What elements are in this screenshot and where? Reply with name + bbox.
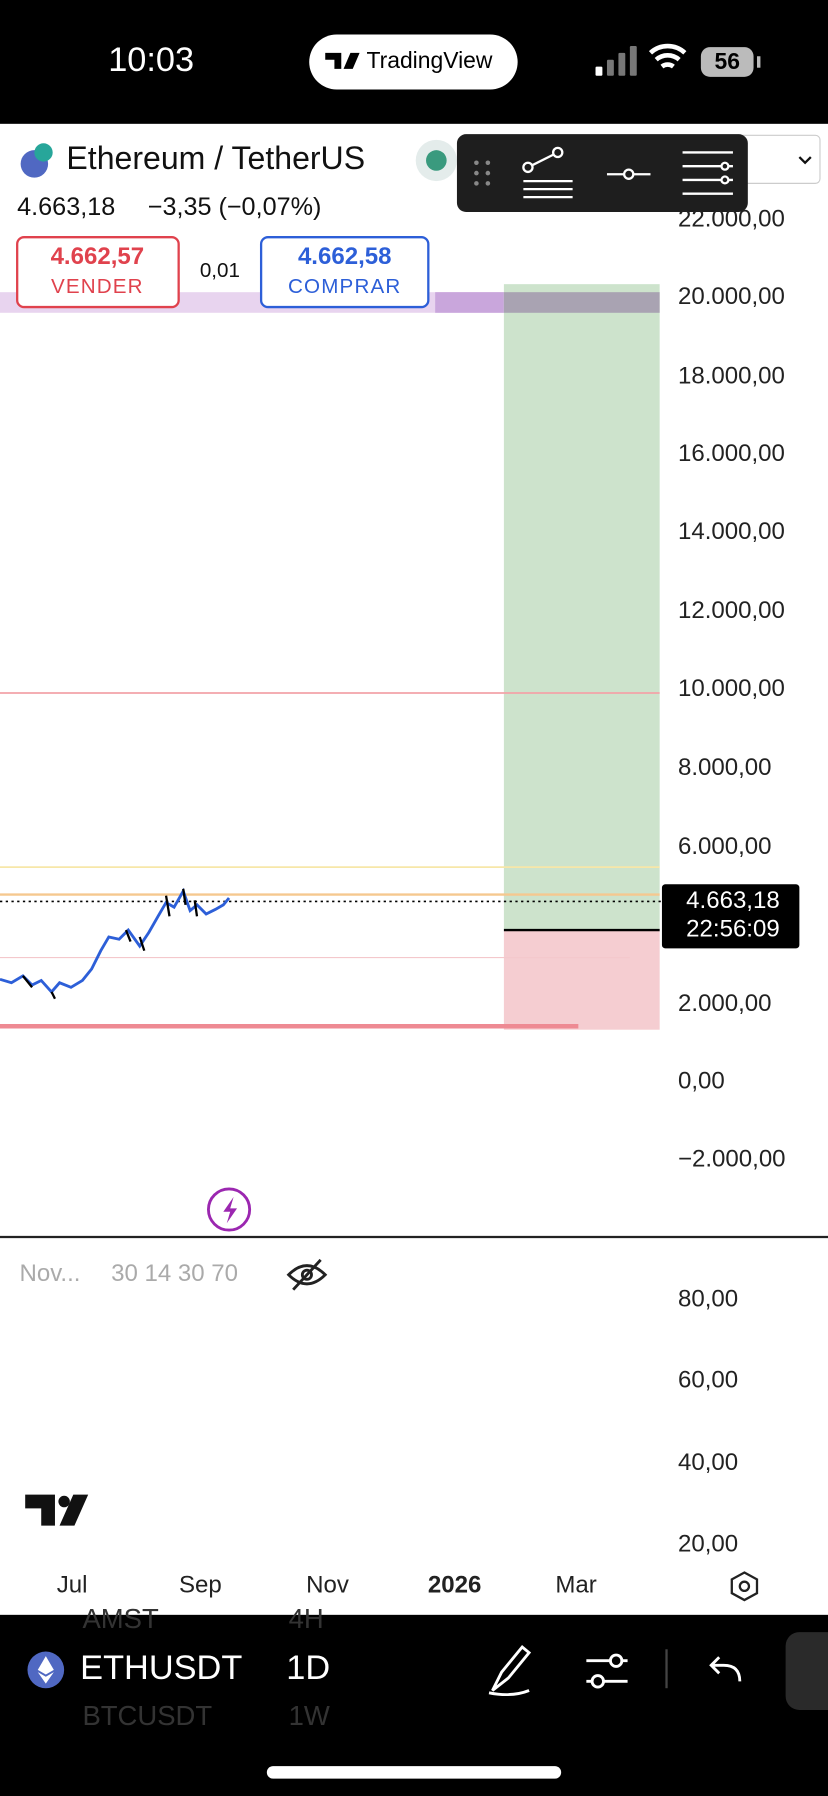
sell-button[interactable] [16,236,180,309]
price-axis-label: 10.000,00 [678,675,785,702]
indicator-params: 30 14 30 70 [111,1260,238,1287]
chevron [798,156,812,165]
time-axis-label: Nov [306,1572,349,1599]
symbol-picker[interactable]: ETHUSDT [80,1649,242,1687]
current-price-label [661,884,800,949]
tv-logo [58,1495,70,1508]
symbol-picker-ghost: AMST [82,1603,159,1634]
price-axis-label: 12.000,00 [678,597,785,624]
price-axis-label: 20.000,00 [678,283,785,310]
app-name: TradingView [366,47,492,73]
interval-picker[interactable]: 1D [286,1649,330,1687]
current-price: 4.663,18 [686,887,780,914]
price-axis-label: 0,00 [678,1068,725,1095]
lightning [223,1196,238,1224]
app-pill[interactable] [309,34,518,90]
loss-zone [503,930,660,1030]
last-price: 4.663,18 [17,193,115,221]
drag-handle [474,160,491,186]
line-tool[interactable] [606,168,651,180]
battery-tip [756,56,761,68]
wifi [648,43,687,69]
time-axis-label: Sep [179,1572,222,1599]
settings-hex [738,1580,751,1593]
signal [595,45,637,76]
tv-logo [25,1494,89,1526]
settings-hex[interactable] [730,1571,759,1602]
indicator-name[interactable]: Nov... [19,1260,80,1287]
symbol-picker-ghost: BTCUSDT [82,1700,212,1731]
indicators-button[interactable] [586,1653,628,1689]
buy-button[interactable] [259,236,430,309]
price-change: −3,35 (−0,07%) [148,193,322,221]
price-axis-label: 8.000,00 [678,754,772,781]
battery [700,47,754,77]
price-axis-label: 18.000,00 [678,362,785,389]
band [435,292,504,313]
price-axis-label: 16.000,00 [678,440,785,467]
buy-price: 4.662,58 [298,243,392,270]
hide-icon[interactable] [286,1258,328,1291]
price-axis-label: 2.000,00 [678,990,772,1017]
price-axis-label: 22.000,00 [678,205,785,232]
time-axis-label: Jul [57,1572,88,1599]
indicator-axis-label: 20,00 [678,1530,738,1557]
price-axis-label: −2.000,00 [678,1146,786,1173]
symbol-icon [34,143,53,162]
home-indicator [266,1766,562,1779]
interval-picker-ghost: 1W [289,1700,330,1731]
indicator-axis-label: 60,00 [678,1367,738,1394]
undo-button[interactable] [709,1656,742,1682]
interval-picker-ghost: 4H [289,1603,324,1634]
battery-level: 56 [714,48,739,74]
tv-icon [325,52,360,69]
sell-price: 4.662,57 [51,243,145,270]
time-axis-label: 2026 [428,1572,481,1599]
time-axis-label: Mar [555,1572,596,1599]
drawing-toolbar [456,134,748,213]
chart-area [0,123,828,1615]
clock: 10:03 [108,41,194,79]
band [503,292,660,313]
indicator-axis-label: 80,00 [678,1285,738,1312]
more-button[interactable] [785,1632,828,1710]
buy-label: COMPRAR [288,275,401,298]
candles [22,888,199,1000]
settings-tool[interactable] [682,151,733,195]
symbol-title[interactable]: Ethereum / TetherUS [66,140,365,176]
bottom-bar [0,1614,828,1796]
price-axis-label: 6.000,00 [678,833,772,860]
indicator-axis-label: 40,00 [678,1449,738,1476]
countdown: 22:56:09 [686,915,780,942]
market-status [426,150,447,171]
spread: 0,01 [200,259,240,282]
profit-zone [503,284,660,931]
sell-label: VENDER [51,275,144,298]
price-axis-label: 14.000,00 [678,518,785,545]
fib-tool[interactable] [522,146,573,199]
draw-button[interactable] [488,1644,532,1697]
